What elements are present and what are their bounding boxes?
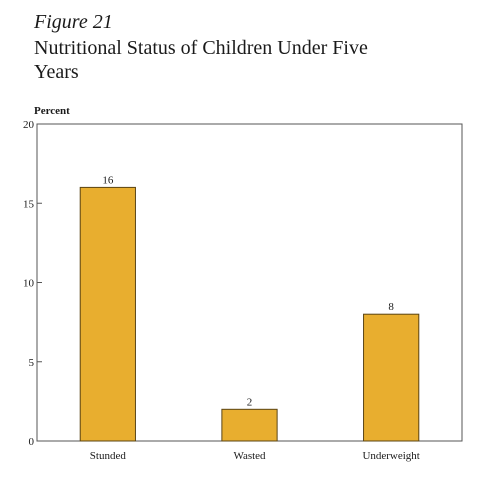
category-label-wasted: Wasted xyxy=(233,450,266,462)
y-tick-label: 5 xyxy=(29,357,35,369)
y-tick-label: 20 xyxy=(23,119,35,131)
category-label-underweight: Underweight xyxy=(362,450,419,462)
figure-label: Figure 21 xyxy=(34,11,113,33)
y-tick-label: 15 xyxy=(23,198,35,210)
bars xyxy=(79,186,420,442)
y-axis-label: Percent xyxy=(34,105,70,117)
data-label-underweight: 8 xyxy=(388,301,394,313)
y-axis-ticks: 0 5 10 15 20 xyxy=(23,119,42,448)
figure-title-line-2: Years xyxy=(34,61,79,83)
y-tick-label: 10 xyxy=(23,278,35,290)
x-axis-category-labels: Stunded Wasted Underweight xyxy=(90,450,420,462)
data-label-stunded: 16 xyxy=(102,174,114,186)
figure-title: Nutritional Status of Children Under Fiv… xyxy=(34,36,474,84)
bar-stunded xyxy=(79,186,136,442)
category-label-stunded: Stunded xyxy=(90,450,127,462)
bar-wasted xyxy=(221,408,278,442)
y-tick-label: 0 xyxy=(29,436,35,448)
data-label-wasted: 2 xyxy=(247,396,253,408)
bar-underweight xyxy=(363,313,420,442)
figure-title-line-1: Nutritional Status of Children Under Fiv… xyxy=(34,37,368,59)
